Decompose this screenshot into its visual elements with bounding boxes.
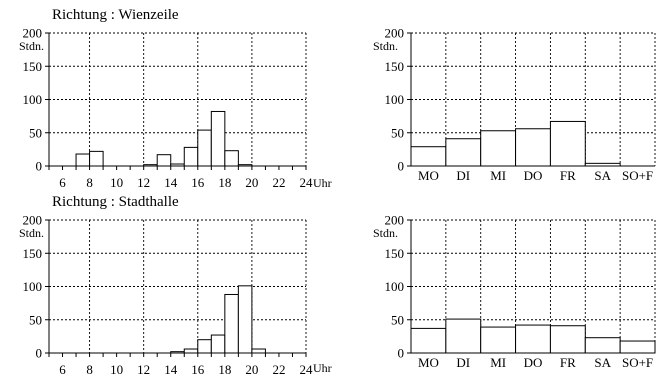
y-tick-label: 50 <box>391 312 404 327</box>
x-tick-label: 8 <box>86 362 93 374</box>
bar <box>237 285 253 354</box>
panel-wienzeile-hourly: Richtung : Wienzeile Stdn. Uhr 0 50 100 150… <box>19 7 332 190</box>
y-axis-label: Stdn. <box>19 226 44 240</box>
x-tick-label: 22 <box>272 175 285 190</box>
bar <box>619 340 656 354</box>
y-tick-label: 200 <box>23 26 43 41</box>
x-tick-label: 10 <box>110 175 123 190</box>
bar <box>584 337 621 354</box>
x-tick-label: SA <box>594 168 611 183</box>
bar <box>515 128 551 167</box>
y-tick-label: 150 <box>23 246 43 261</box>
bar <box>183 146 199 167</box>
x-axis-unit: Uhr <box>313 361 332 374</box>
x-tick-label: MI <box>490 168 506 183</box>
y-tick-label: 150 <box>385 59 405 74</box>
bar <box>224 293 239 354</box>
y-tick-label: 50 <box>29 312 42 327</box>
bar <box>224 150 239 167</box>
bar <box>197 339 212 354</box>
bar <box>445 138 482 167</box>
x-tick-label: 8 <box>86 175 93 190</box>
y-tick-label: 150 <box>385 246 405 261</box>
bar <box>480 130 517 167</box>
x-tick-label: 6 <box>59 175 66 190</box>
x-tick-label: 22 <box>272 362 285 374</box>
x-tick-label: SA <box>594 355 611 370</box>
bar <box>210 110 226 167</box>
y-tick-label: 0 <box>36 346 43 361</box>
x-tick-label: MO <box>418 355 439 370</box>
x-tick-label: MO <box>418 168 439 183</box>
y-tick-label: 0 <box>398 159 405 174</box>
bar <box>197 129 212 167</box>
y-axis-label: Stdn. <box>19 39 44 53</box>
chart-title: Richtung : Stadthalle <box>52 194 179 210</box>
bar <box>515 324 551 354</box>
bar <box>549 120 586 167</box>
y-tick-label: 100 <box>385 92 405 107</box>
bar <box>251 348 266 354</box>
x-tick-label: MI <box>490 355 506 370</box>
bar <box>549 325 586 354</box>
x-tick-label: 6 <box>59 362 66 374</box>
y-tick-label: 50 <box>29 125 42 140</box>
panel-wienzeile-weekday: Stdn. 0 50 100 150 200 MO DI MI DO FR SA SO+F <box>373 26 656 183</box>
y-tick-label: 200 <box>385 213 405 228</box>
y-tick-label: 100 <box>23 92 43 107</box>
x-tick-label: 24 <box>300 175 314 190</box>
y-tick-label: 100 <box>23 279 43 294</box>
y-tick-label: 200 <box>23 213 43 228</box>
x-tick-label: 18 <box>218 175 231 190</box>
y-tick-label: 0 <box>36 159 43 174</box>
y-axis-label: Stdn. <box>373 226 398 240</box>
x-tick-label: 12 <box>137 175 150 190</box>
x-tick-label: 12 <box>137 362 150 374</box>
y-tick-label: 150 <box>23 59 43 74</box>
chart-title: Richtung : Wienzeile <box>52 7 179 23</box>
y-axis-label: Stdn. <box>373 39 398 53</box>
x-tick-label: 16 <box>191 175 205 190</box>
y-tick-label: 50 <box>391 125 404 140</box>
x-tick-label: 18 <box>218 362 231 374</box>
bar <box>410 327 447 354</box>
x-tick-label: 14 <box>164 175 178 190</box>
x-tick-label: 14 <box>164 362 178 374</box>
x-tick-label: DI <box>456 168 470 183</box>
x-tick-label: DO <box>524 168 543 183</box>
bar <box>480 326 517 354</box>
panel-stadthalle-hourly: Richtung : Stadthalle Stdn. Uhr 0 50 100 15… <box>19 194 332 374</box>
y-tick-label: 0 <box>398 346 405 361</box>
x-tick-label: 10 <box>110 362 123 374</box>
y-tick-label: 200 <box>385 26 405 41</box>
x-tick-label: SO+F <box>622 168 653 183</box>
x-tick-label: 20 <box>245 362 258 374</box>
bar <box>156 154 172 167</box>
bar <box>75 153 91 167</box>
x-tick-label: 20 <box>245 175 258 190</box>
x-tick-label: 24 <box>300 362 314 374</box>
x-axis-unit: Uhr <box>313 176 332 190</box>
x-tick-label: SO+F <box>622 355 653 370</box>
y-tick-label: 100 <box>385 279 405 294</box>
x-tick-label: FR <box>560 355 576 370</box>
x-tick-label: DO <box>524 355 543 370</box>
x-tick-label: 16 <box>191 362 205 374</box>
x-tick-label: FR <box>560 168 576 183</box>
bar <box>410 146 447 167</box>
x-tick-label: DI <box>456 355 470 370</box>
bar <box>89 150 104 167</box>
panel-stadthalle-weekday: Stdn. 0 50 100 150 200 MO DI MI DO FR SA SO+F <box>373 213 656 370</box>
bar <box>445 318 482 354</box>
bar <box>183 348 199 354</box>
bar <box>210 334 226 354</box>
